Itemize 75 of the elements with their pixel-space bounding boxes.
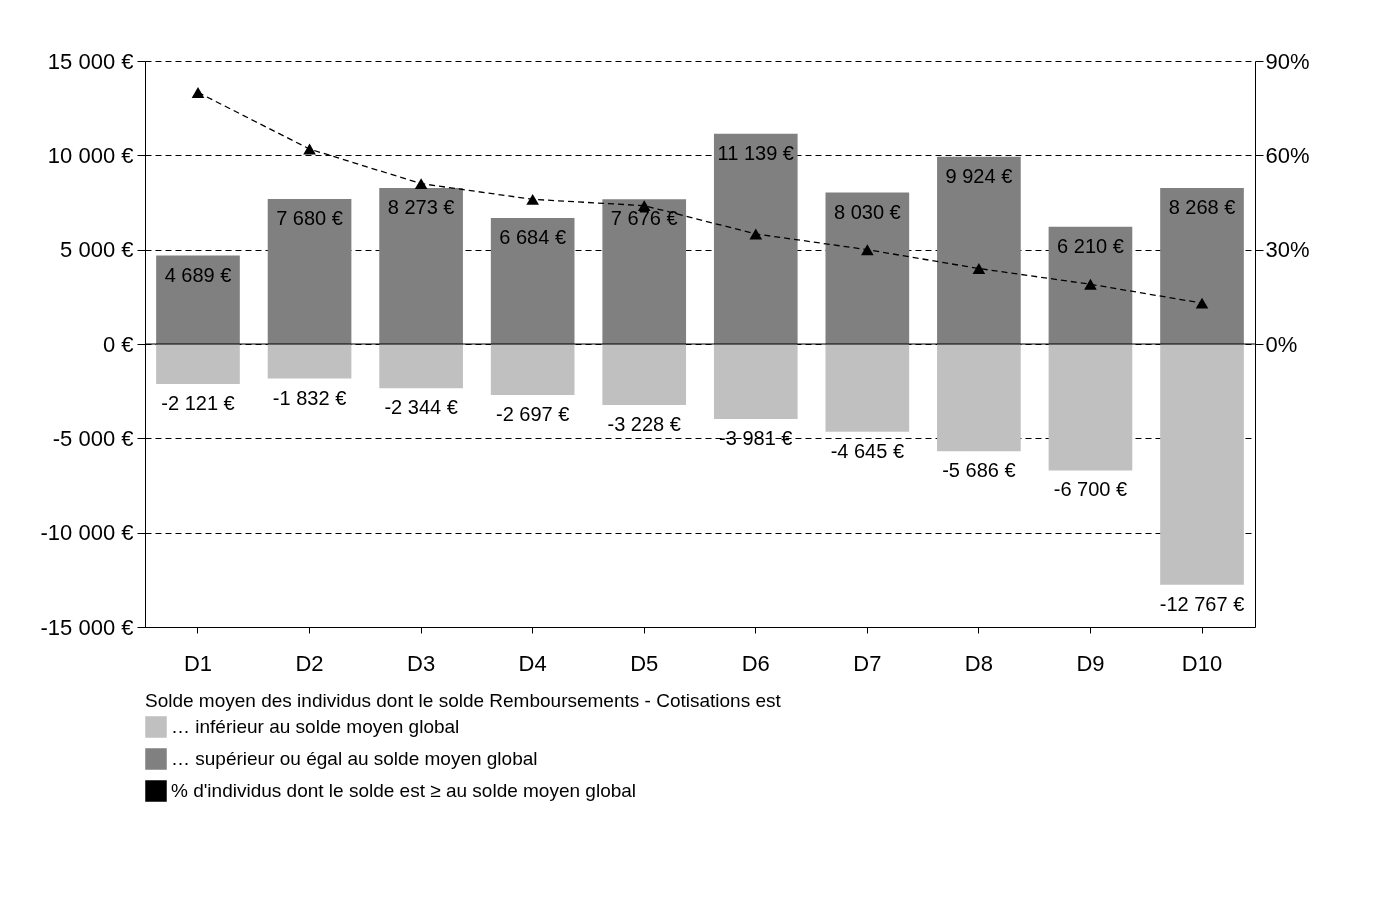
point (191, 86, 205, 98)
bar (937, 344, 1021, 452)
data-label: -2 121 € (161, 392, 235, 415)
point (303, 143, 316, 155)
point (526, 193, 539, 205)
bar (1048, 226, 1133, 344)
bar (1160, 344, 1244, 585)
data-label: -2 344 € (384, 396, 458, 419)
data-label: -12 767 € (1159, 592, 1245, 615)
data-label: -6 700 € (1053, 478, 1128, 501)
bar (602, 344, 687, 405)
y2-tick-label: 30% (1265, 237, 1310, 263)
data-label: -3 981 € (719, 427, 793, 450)
point (414, 178, 428, 190)
legend-label: … supérieur ou égal au solde moyen global (171, 748, 538, 769)
y-tick-label: -5 000 € (52, 425, 134, 451)
data-label: -4 645 € (830, 439, 905, 462)
data-label: 7 676 € (610, 207, 678, 230)
bar (490, 217, 575, 344)
x-tick-label: D1 (183, 650, 213, 676)
legend-label: % d'individus dont le solde est ≥ au solde moyen global (171, 780, 637, 801)
y2-tick-label: 60% (1265, 142, 1310, 168)
bar (267, 344, 352, 379)
y-tick-label: 5 000 € (60, 237, 134, 263)
x-tick-label: D7 (853, 650, 882, 676)
bar (1048, 344, 1133, 471)
data-label: 11 139 € (717, 141, 794, 164)
data-label: 9 924 € (945, 164, 1013, 187)
y-tick-label: 10 000 € (47, 142, 134, 168)
bar (490, 344, 575, 395)
data-label: -3 228 € (607, 412, 681, 435)
x-tick-label: D6 (741, 650, 770, 676)
data-label: -1 832 € (272, 386, 347, 409)
bar (825, 192, 910, 344)
x-tick-label: D10 (1181, 650, 1223, 676)
point (972, 263, 986, 275)
bar (713, 344, 798, 420)
data-label: 6 210 € (1057, 234, 1124, 257)
legend-title: Solde moyen des individus dont le solde Remboursements - Cotisations est (145, 690, 782, 711)
point (1084, 278, 1097, 290)
data-label: -2 697 € (495, 402, 570, 425)
bar (825, 344, 910, 432)
point (1195, 297, 1209, 309)
x-tick-label: D3 (407, 650, 436, 676)
point (861, 244, 874, 256)
bar (1160, 188, 1244, 344)
data-label: 6 684 € (499, 225, 567, 248)
bar (379, 187, 463, 344)
y-tick-label: -15 000 € (40, 614, 134, 640)
y-tick-label: 0 € (102, 331, 134, 357)
bar (156, 344, 240, 385)
x-tick-label: D9 (1076, 650, 1105, 676)
data-label: -5 686 € (942, 459, 1016, 482)
data-label: 4 689 € (164, 263, 232, 286)
point (749, 228, 763, 240)
data-label: 8 273 € (387, 195, 455, 218)
bar (379, 344, 463, 389)
x-tick-label: D2 (295, 650, 324, 676)
bar (267, 199, 352, 344)
data-label: 8 268 € (1168, 196, 1236, 219)
x-tick-label: D4 (518, 650, 547, 676)
legend-label: … inférieur au solde moyen global (171, 716, 460, 737)
data-label: 7 680 € (276, 207, 343, 230)
bar (156, 255, 240, 344)
point (637, 200, 651, 212)
y2-tick-label: 0% (1265, 331, 1298, 357)
bar (937, 156, 1021, 344)
y2-tick-label: 90% (1265, 48, 1310, 74)
x-tick-label: D8 (964, 650, 993, 676)
y-tick-label: 15 000 € (47, 48, 134, 74)
bar (713, 133, 798, 344)
y-tick-label: -10 000 € (40, 520, 134, 546)
data-label: 8 030 € (833, 200, 901, 223)
bar (602, 199, 687, 344)
x-tick-label: D5 (630, 650, 659, 676)
